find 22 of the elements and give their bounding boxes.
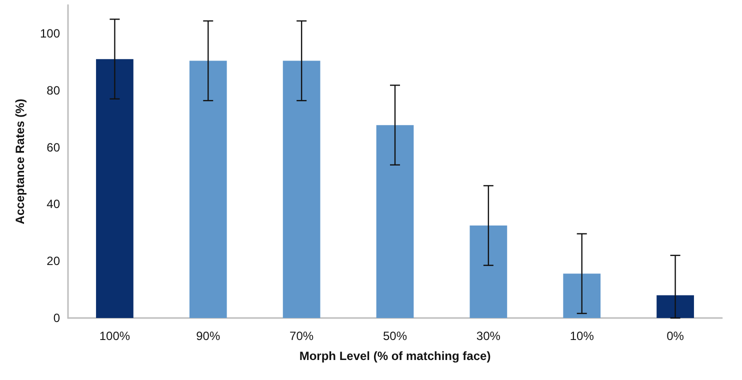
- bar: [563, 274, 601, 318]
- x-tick-label: 90%: [196, 329, 220, 343]
- y-tick-label: 80: [46, 83, 60, 98]
- bar: [282, 60, 320, 318]
- x-axis-title: Morph Level (% of matching face): [299, 349, 491, 363]
- x-tick-label: 50%: [382, 329, 408, 343]
- y-tick-label: 0: [53, 311, 60, 325]
- x-tick-label: 30%: [476, 329, 501, 343]
- x-tick-label: 100%: [99, 329, 130, 343]
- bar: [189, 60, 227, 318]
- x-tick-label: 0%: [666, 329, 684, 343]
- x-tick-label: 10%: [570, 329, 594, 343]
- y-tick-label: 60: [46, 140, 60, 154]
- y-tick-label: 20: [46, 254, 60, 268]
- x-tick-label: 70%: [290, 329, 314, 343]
- y-axis-title: Acceptance Rates (%): [13, 98, 27, 224]
- y-tick-label: 100: [40, 26, 60, 40]
- y-tick-label: 40: [46, 197, 60, 212]
- bar: [96, 59, 134, 318]
- bar: [656, 295, 694, 318]
- bar: [376, 125, 414, 318]
- bar: [470, 226, 508, 318]
